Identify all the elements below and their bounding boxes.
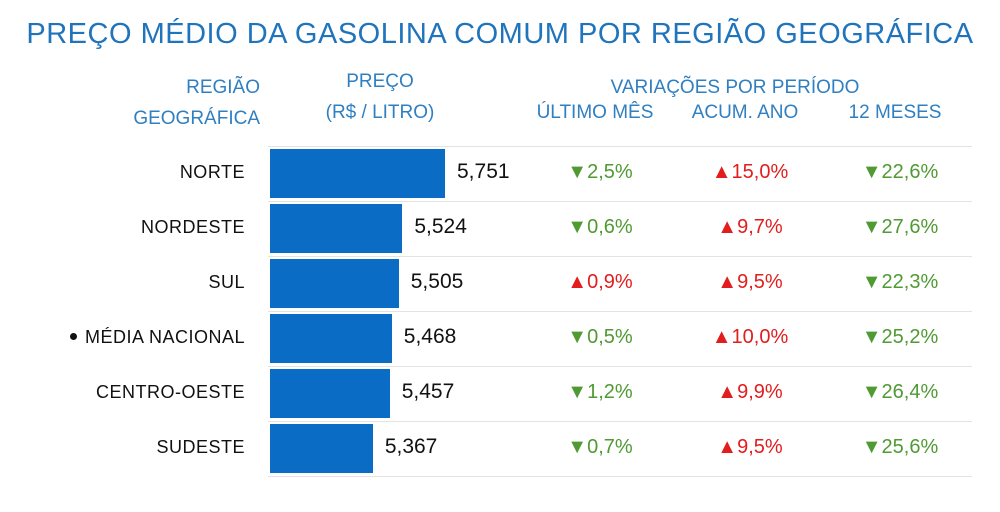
row-divider <box>268 311 972 312</box>
last-month-variation: ▼0,5% <box>567 326 633 348</box>
row-divider <box>268 256 972 257</box>
bullet-icon <box>69 332 77 340</box>
region-label-text: SUDESTE <box>156 437 245 457</box>
price-value-label: 5,505 <box>410 270 464 293</box>
row-divider <box>268 201 972 202</box>
region-label: NORTE <box>180 162 245 183</box>
price-header-line1: PREÇO <box>346 71 414 92</box>
price-value-label: 5,751 <box>457 160 510 183</box>
chart-title: PREÇO MÉDIO DA GASOLINA COMUM POR REGIÃO… <box>26 18 974 50</box>
twelve-months-header: 12 MESES <box>848 102 942 123</box>
price-value-label: 5,524 <box>414 215 467 238</box>
table-row: MÉDIA NACIONAL 5,468 ▼0,5% ▲10,0% ▼25,2% <box>0 311 1000 366</box>
twelve-months-variation: ▼27,6% <box>861 216 939 238</box>
region-label: SUL <box>208 272 245 293</box>
price-value-label: 5,457 <box>401 380 455 403</box>
region-label: MÉDIA NACIONAL <box>69 327 245 348</box>
region-label-text: NORDESTE <box>140 217 245 237</box>
year-accumulated-variation: ▲10,0% <box>711 326 789 348</box>
last-month-variation: ▼0,6% <box>567 216 633 238</box>
last-month-header: ÚLTIMO MÊS <box>536 102 654 123</box>
region-label-text: NORTE <box>179 162 245 182</box>
year-accumulated-variation: ▲9,5% <box>717 271 783 293</box>
last-month-variation: ▼2,5% <box>567 161 633 183</box>
table-row: SUDESTE 5,367 ▼0,7% ▲9,5% ▼25,6% <box>0 421 1000 476</box>
year-accumulated-variation: ▲9,9% <box>717 381 783 403</box>
row-divider <box>268 421 972 422</box>
region-header-line1: REGIÃO <box>186 77 260 98</box>
last-month-variation: ▼1,2% <box>567 381 633 403</box>
region-label: NORDESTE <box>141 217 245 238</box>
price-bar <box>270 204 403 253</box>
row-divider <box>268 366 972 367</box>
twelve-months-variation: ▼22,3% <box>861 271 939 293</box>
price-value-label: 5,468 <box>403 325 457 348</box>
price-bar <box>270 369 390 418</box>
price-bar <box>270 149 445 198</box>
last-month-variation: ▼0,7% <box>567 436 633 458</box>
year-accumulated-header: ACUM. ANO <box>691 102 799 123</box>
price-header-line2: (R$ / LITRO) <box>325 102 435 123</box>
twelve-months-variation: ▼26,4% <box>861 381 939 403</box>
table-row: SUL 5,505 ▲0,9% ▲9,5% ▼22,3% <box>0 256 1000 311</box>
price-bar <box>270 314 392 363</box>
table-row: NORTE 5,751 ▼2,5% ▲15,0% ▼22,6% <box>0 146 1000 201</box>
region-label: CENTRO-OESTE <box>96 382 245 403</box>
twelve-months-variation: ▼25,6% <box>861 436 939 458</box>
row-divider <box>268 476 972 477</box>
region-header-line2: GEOGRÁFICA <box>133 108 260 129</box>
twelve-months-variation: ▼25,2% <box>861 326 939 348</box>
region-label-text: MÉDIA NACIONAL <box>84 327 245 347</box>
price-value-label: 5,367 <box>384 435 438 458</box>
year-accumulated-variation: ▲15,0% <box>711 161 789 183</box>
table-row: NORDESTE 5,524 ▼0,6% ▲9,7% ▼27,6% <box>0 201 1000 256</box>
region-label-text: SUL <box>208 272 245 292</box>
row-divider <box>268 146 972 147</box>
price-bar <box>270 424 373 473</box>
region-column-header: REGIÃO GEOGRÁFICA <box>100 72 260 134</box>
year-accumulated-variation: ▲9,7% <box>717 216 783 238</box>
year-accumulated-variation: ▲9,5% <box>717 436 783 458</box>
table-row: CENTRO-OESTE 5,457 ▼1,2% ▲9,9% ▼26,4% <box>0 366 1000 421</box>
price-column-header: PREÇO (R$ / LITRO) <box>300 66 460 128</box>
region-label-text: CENTRO-OESTE <box>95 382 245 402</box>
last-month-variation: ▲0,9% <box>567 271 633 293</box>
region-label: SUDESTE <box>156 437 245 458</box>
variations-header: VARIAÇÕES POR PERÍODO <box>610 77 860 98</box>
price-bar <box>270 259 399 308</box>
twelve-months-variation: ▼22,6% <box>861 161 939 183</box>
